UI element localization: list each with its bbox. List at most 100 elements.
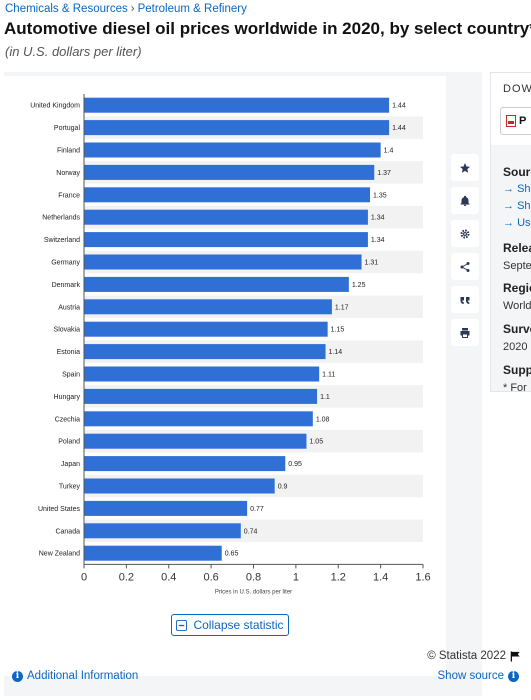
- bar: [84, 120, 390, 136]
- bar: [84, 545, 222, 561]
- breadcrumb-item-petroleum[interactable]: Petroleum & Refinery: [137, 3, 247, 15]
- bar: [84, 276, 349, 292]
- x-axis-title: Prices in U.S. dollars per liter: [215, 589, 292, 595]
- x-tick-label: 0.6: [203, 571, 218, 583]
- bar: [84, 187, 371, 203]
- x-tick-label: 1.2: [331, 571, 346, 583]
- collapse-statistic-label: Collapse statistic: [193, 618, 284, 632]
- source-link-3[interactable]: → Use: [503, 217, 531, 229]
- additional-information-link[interactable]: i Additional Information: [12, 670, 138, 682]
- star-icon: [460, 162, 470, 173]
- x-tick-label: 1.4: [373, 571, 388, 583]
- bar: [84, 388, 318, 404]
- details-sidebar: DOW P Sourc → Sho → Sho → Use Relea Sept…: [490, 72, 531, 392]
- page-subtitle: (in U.S. dollars per liter): [5, 44, 142, 59]
- bar: [84, 344, 326, 360]
- data-label: 1.08: [316, 416, 330, 423]
- supplementary-value: * For: [503, 382, 527, 392]
- data-label: 1.44: [392, 125, 406, 132]
- show-source-link[interactable]: Show source i: [438, 670, 519, 682]
- info-icon: i: [508, 670, 519, 682]
- additional-information-label: Additional Information: [27, 670, 139, 682]
- category-label: Hungary: [54, 394, 81, 401]
- release-heading: Relea: [503, 241, 531, 255]
- cite-button[interactable]: [451, 286, 479, 313]
- bell-icon: [460, 195, 470, 206]
- show-source-label: Show source: [437, 670, 504, 682]
- info-icon: i: [12, 670, 23, 682]
- page-title: Automotive diesel oil prices worldwide i…: [4, 19, 531, 38]
- chart-toolbar: [451, 154, 481, 346]
- download-heading: DOW: [503, 83, 531, 95]
- print-button[interactable]: [451, 319, 479, 346]
- data-label: 1.4: [384, 148, 394, 155]
- category-label: Turkey: [59, 484, 81, 491]
- settings-button[interactable]: [451, 220, 479, 247]
- collapse-statistic-button[interactable]: Collapse statistic: [171, 614, 289, 636]
- bar: [84, 500, 248, 516]
- category-label: Estonia: [57, 349, 80, 356]
- bar: [84, 433, 307, 449]
- bar: [84, 366, 320, 382]
- category-label: Canada: [55, 528, 80, 535]
- data-label: 1.34: [371, 215, 385, 222]
- bar: [84, 97, 390, 113]
- flag-icon: [510, 650, 520, 662]
- x-tick-label: 1: [293, 571, 299, 583]
- breadcrumb-item-chemicals[interactable]: Chemicals & Resources: [5, 3, 128, 15]
- pdf-icon: [506, 115, 516, 127]
- bar: [84, 164, 375, 180]
- data-label: 1.11: [322, 372, 335, 379]
- print-icon: [460, 327, 470, 338]
- notification-button[interactable]: [451, 187, 479, 214]
- bar: [84, 456, 286, 472]
- copyright-credit: © Statista 2022: [427, 650, 521, 662]
- category-label: Switzerland: [44, 237, 80, 244]
- x-tick-label: 0.2: [119, 571, 134, 583]
- category-label: Japan: [61, 461, 80, 468]
- category-label: New Zealand: [39, 551, 80, 558]
- bar: [84, 232, 368, 248]
- statistic-panel: United Kingdom 1.44 Portugal 1.44 Finland 1.4…: [4, 72, 482, 696]
- data-label: 0.65: [225, 551, 239, 558]
- category-label: Portugal: [54, 125, 81, 132]
- category-label: Poland: [58, 439, 80, 446]
- data-label: 1.1: [320, 394, 330, 401]
- source-link-1[interactable]: → Sho: [503, 183, 531, 195]
- category-label: Denmark: [52, 282, 81, 289]
- category-label: Slovakia: [54, 327, 81, 334]
- category-label: Netherlands: [42, 215, 80, 222]
- chart-card: United Kingdom 1.44 Portugal 1.44 Finland 1.4…: [4, 76, 446, 676]
- survey-heading: Surve: [503, 322, 531, 336]
- bar: [84, 478, 275, 494]
- data-label: 1.17: [335, 304, 349, 311]
- data-label: 1.34: [371, 237, 385, 244]
- bar: [84, 523, 241, 539]
- share-icon: [460, 261, 470, 272]
- category-label: Finland: [57, 148, 80, 155]
- download-pdf-button[interactable]: P: [500, 107, 531, 135]
- release-value: Septe: [503, 260, 531, 272]
- category-label: Spain: [62, 372, 80, 379]
- favorite-button[interactable]: [451, 154, 479, 181]
- data-label: 1.15: [331, 327, 345, 334]
- bar: [84, 209, 368, 225]
- collapse-icon: [176, 619, 188, 631]
- data-label: 1.14: [329, 349, 343, 356]
- breadcrumb-separator: ›: [130, 3, 135, 15]
- x-tick-label: 1.6: [415, 571, 430, 583]
- supplementary-heading: Suppl: [503, 363, 531, 377]
- x-tick-label: 0: [81, 571, 87, 583]
- bar-chart: United Kingdom 1.44 Portugal 1.44 Finland 1.4…: [30, 94, 431, 595]
- x-tick-label: 0.4: [161, 571, 176, 583]
- category-label: Austria: [58, 304, 80, 311]
- data-label: 0.77: [250, 506, 264, 513]
- bar: [84, 142, 381, 158]
- source-link-2[interactable]: → Sho: [503, 200, 531, 212]
- category-label: Norway: [56, 170, 80, 177]
- share-button[interactable]: [451, 253, 479, 280]
- x-tick-label: 0.8: [246, 571, 261, 583]
- pdf-label: P: [519, 115, 527, 127]
- data-label: 1.05: [309, 439, 323, 446]
- region-value: World: [503, 300, 531, 312]
